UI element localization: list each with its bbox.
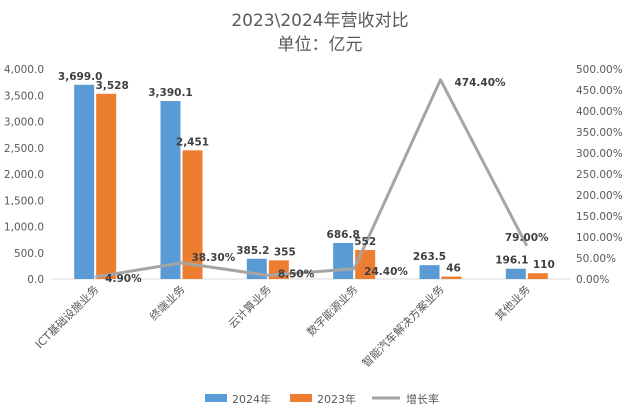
data-label-2023: 110 — [533, 259, 555, 271]
y-right-tick-label: 500.00% — [576, 64, 623, 76]
x-category-label: 云计算业务 — [225, 282, 274, 331]
data-label-growth: 8.50% — [278, 268, 315, 280]
y-right-tick-label: 250.00% — [576, 169, 623, 181]
data-label-growth: 474.40% — [455, 77, 507, 89]
y-right-tick-label: 150.00% — [576, 211, 623, 223]
bar-2024 — [333, 242, 354, 279]
x-category-label: 智能汽车解决方案业务 — [359, 282, 447, 370]
y-left-tick-label: 1,500.0 — [4, 195, 44, 207]
growth-rate-line — [94, 78, 529, 279]
y-right-tick-label: 400.00% — [576, 106, 623, 118]
data-label-2023: 2,451 — [176, 136, 209, 148]
legend-label-2024: 2024年 — [232, 392, 271, 406]
x-category-label: 终端业务 — [147, 282, 188, 323]
y-right-tick-label: 450.00% — [576, 85, 623, 97]
y-right-tick-label: 300.00% — [576, 148, 623, 160]
bar-2024 — [160, 101, 181, 280]
x-category-label: ICT基础设施业务 — [33, 283, 101, 351]
data-label-2023: 355 — [274, 246, 296, 258]
y-right-tick-label: 0.00% — [576, 274, 609, 286]
data-label-2023: 3,528 — [96, 80, 129, 92]
data-label-2024: 3,699.0 — [58, 71, 103, 83]
y-right-tick-label: 200.00% — [576, 190, 623, 202]
bar-2024 — [74, 84, 95, 280]
data-label-2024: 3,390.1 — [148, 87, 193, 99]
bar-2023 — [527, 273, 548, 279]
y-left-tick-label: 2,000.0 — [4, 169, 44, 181]
chart-title: 2023\2024年营收对比 — [231, 11, 409, 31]
data-label-2023: 552 — [354, 236, 376, 248]
x-category-label: 数字能源业务 — [304, 282, 361, 339]
legend-label-growth: 增长率 — [406, 392, 439, 406]
data-label-growth: 79.00% — [505, 232, 549, 244]
legend-swatch-2024 — [205, 394, 227, 402]
bar-2023 — [441, 276, 462, 279]
data-label-2024: 686.8 — [327, 229, 360, 241]
data-label-2024: 196.1 — [495, 255, 528, 267]
y-right-tick-label: 350.00% — [576, 127, 623, 139]
chart-subtitle: 单位：亿元 — [277, 35, 363, 55]
y-left-tick-label: 4,000.0 — [4, 64, 44, 76]
bar-2023 — [96, 93, 117, 279]
data-label-growth: 4.90% — [105, 273, 142, 285]
legend-label-2023: 2023年 — [317, 392, 356, 406]
y-left-tick-label: 1,000.0 — [4, 222, 44, 234]
x-category-label: 其他业务 — [493, 283, 533, 323]
y-left-tick-label: 3,500.0 — [4, 90, 44, 102]
bar-2024 — [505, 268, 526, 279]
legend-swatch-2023 — [290, 394, 312, 402]
data-label-growth: 38.30% — [192, 252, 236, 264]
bar-2023 — [182, 150, 203, 279]
data-label-2024: 385.2 — [236, 245, 269, 257]
data-label-2023: 46 — [446, 263, 461, 275]
y-left-tick-label: 2,500.0 — [4, 143, 44, 155]
bar-2024 — [419, 265, 440, 279]
y-left-tick-label: 0.0 — [27, 274, 44, 286]
y-right-tick-label: 100.00% — [576, 232, 623, 244]
data-label-2024: 263.5 — [413, 251, 446, 263]
y-left-tick-label: 500.0 — [14, 248, 44, 260]
data-label-growth: 24.40% — [364, 266, 408, 278]
y-right-tick-label: 50.00% — [576, 253, 616, 265]
y-left-tick-label: 3,000.0 — [4, 117, 44, 129]
